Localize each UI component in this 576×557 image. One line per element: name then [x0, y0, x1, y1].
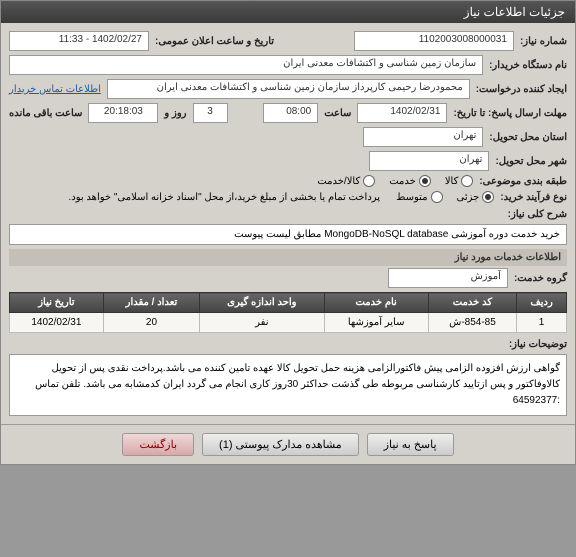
- field-deadline-date: 1402/02/31: [357, 103, 447, 123]
- radio-dot-khadamat: [419, 175, 431, 187]
- field-days: 3: [193, 103, 228, 123]
- th-4: تعداد / مقدار: [103, 293, 199, 313]
- radio-label-medium: متوسط: [396, 192, 427, 203]
- td-0-2: سایر آموزشها: [324, 313, 428, 333]
- field-service-group: آموزش: [388, 268, 508, 288]
- radio-medium[interactable]: متوسط: [396, 191, 442, 203]
- radio-dot-medium: [431, 191, 443, 203]
- radio-label-khadamat: خدمت: [389, 176, 416, 187]
- label-saat: ساعت: [324, 108, 351, 119]
- th-0: ردیف: [517, 293, 567, 313]
- th-3: واحد اندازه گیری: [200, 293, 324, 313]
- th-1: کد خدمت: [428, 293, 516, 313]
- label-requester: ایجاد کننده درخواست:: [476, 84, 567, 95]
- table-row[interactable]: 1 854-85-ش سایر آموزشها نفر 20 1402/02/3…: [10, 313, 567, 333]
- radio-dot-kala: [461, 175, 473, 187]
- descriptions-box: گواهی ارزش افزوده الزامی پیش فاکتورالزام…: [9, 354, 567, 416]
- field-announce-date: 1402/02/27 - 11:33: [9, 31, 149, 51]
- services-info-header: اطلاعات خدمات مورد نیاز: [9, 249, 567, 266]
- content: شماره نیاز: 1102003008000031 تاریخ و ساع…: [1, 23, 575, 424]
- footer: پاسخ به نیاز مشاهده مدارک پیوستی (1) باز…: [1, 424, 575, 464]
- field-need-no: 1102003008000031: [354, 31, 514, 51]
- back-button[interactable]: بازگشت: [122, 433, 194, 456]
- radio-dot-partial: [482, 191, 494, 203]
- radio-label-partial: جزئی: [457, 192, 480, 203]
- radio-dot-both: [363, 175, 375, 187]
- subject-radio-group: کالا خدمت کالا/خدمت: [317, 175, 473, 187]
- label-buyer: نام دستگاه خریدار:: [489, 60, 567, 71]
- label-remain: ساعت باقی مانده: [9, 108, 82, 119]
- table-header-row: ردیف کد خدمت نام خدمت واحد اندازه گیری ت…: [10, 293, 567, 313]
- td-0-5: 1402/02/31: [10, 313, 104, 333]
- label-subject-type: طبقه بندی موضوعی:: [479, 176, 567, 187]
- window: جزئیات اطلاعات نیاز شماره نیاز: 11020030…: [0, 0, 576, 465]
- services-table: ردیف کد خدمت نام خدمت واحد اندازه گیری ت…: [9, 292, 567, 333]
- label-descriptions: توضیحات نیاز:: [509, 339, 567, 350]
- field-province: تهران: [363, 127, 483, 147]
- td-0-3: نفر: [200, 313, 324, 333]
- attachments-button[interactable]: مشاهده مدارک پیوستی (1): [202, 433, 359, 456]
- field-buyer: سازمان زمین شناسی و اکتشافات معدنی ایران: [9, 55, 483, 75]
- contact-link[interactable]: اطلاعات تماس خریدار: [9, 84, 101, 95]
- td-0-1: 854-85-ش: [428, 313, 516, 333]
- field-requester: محمودرضا رحیمی کارپرداز سازمان زمین شناس…: [107, 79, 470, 99]
- th-2: نام خدمت: [324, 293, 428, 313]
- label-day-and: روز و: [164, 108, 186, 119]
- titlebar: جزئیات اطلاعات نیاز: [1, 1, 575, 23]
- radio-label-kala: کالا: [445, 176, 459, 187]
- process-radio-group: جزئی متوسط: [396, 191, 494, 203]
- radio-label-both: کالا/خدمت: [317, 176, 360, 187]
- radio-kala[interactable]: کالا: [445, 175, 474, 187]
- td-0-4: 20: [103, 313, 199, 333]
- label-service-group: گروه خدمت:: [514, 273, 567, 284]
- th-5: تاریخ نیاز: [10, 293, 104, 313]
- label-need-desc: شرح کلی نیاز:: [508, 209, 567, 220]
- need-desc-box: خرید خدمت دوره آموزشی MongoDB-NoSQL data…: [9, 224, 567, 245]
- td-0-0: 1: [517, 313, 567, 333]
- label-province: استان محل تحویل:: [489, 132, 567, 143]
- field-city: تهران: [369, 151, 489, 171]
- field-countdown: 20:18:03: [88, 103, 158, 123]
- radio-khadamat[interactable]: خدمت: [389, 175, 431, 187]
- radio-both[interactable]: کالا/خدمت: [317, 175, 375, 187]
- label-deadline: مهلت ارسال پاسخ: تا تاریخ:: [453, 108, 567, 119]
- reply-button[interactable]: پاسخ به نیاز: [367, 433, 454, 456]
- label-city: شهر محل تحویل:: [495, 156, 567, 167]
- label-announce-date: تاریخ و ساعت اعلان عمومی:: [155, 36, 274, 47]
- radio-partial[interactable]: جزئی: [457, 191, 495, 203]
- label-process-type: نوع فرآیند خرید:: [500, 192, 567, 203]
- process-note: پرداخت تمام یا بخشی از مبلغ خرید،از محل …: [68, 192, 380, 203]
- label-need-no: شماره نیاز:: [520, 36, 567, 47]
- field-deadline-time: 08:00: [263, 103, 318, 123]
